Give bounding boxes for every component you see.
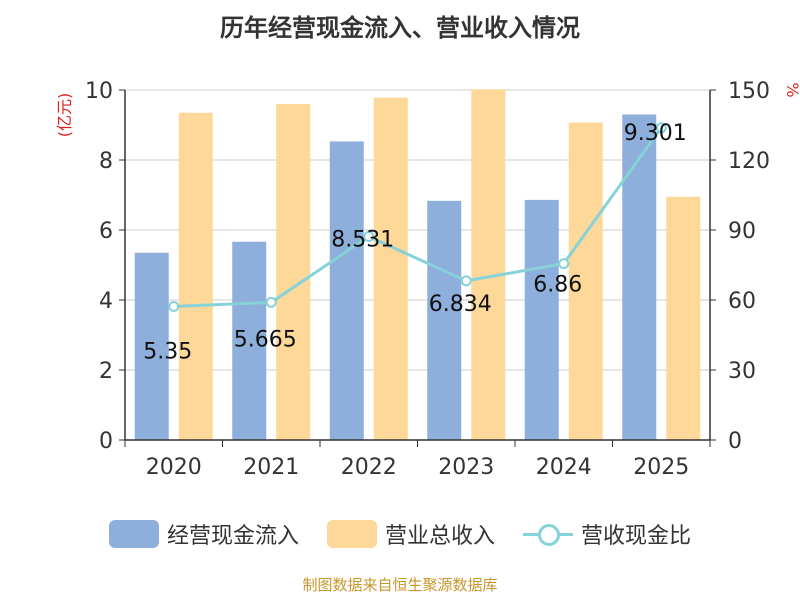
line-point-cash-ratio	[265, 296, 277, 308]
y-left-tick-label: 2	[99, 359, 113, 384]
bar-cash-inflow	[134, 252, 169, 440]
legend-item-revenue[interactable]: 营业总收入	[326, 518, 495, 550]
legend-swatch-cash-inflow	[108, 520, 159, 548]
line-point-cash-ratio	[168, 301, 180, 313]
x-tick-label: 2020	[146, 455, 202, 480]
line-point-cash-ratio	[558, 258, 570, 270]
y-left-tick-label: 10	[85, 79, 113, 104]
line-point-cash-ratio	[655, 122, 667, 134]
data-label-cash-inflow: 9.301	[624, 121, 687, 146]
x-tick-label: 2025	[633, 455, 689, 480]
y-right-axis-label: %	[783, 82, 800, 97]
line-point-cash-ratio	[460, 275, 472, 287]
bar-revenue	[568, 122, 603, 441]
data-label-cash-inflow: 5.35	[143, 340, 192, 365]
data-label-cash-inflow: 5.665	[234, 327, 297, 352]
bar-cash-inflow	[524, 199, 559, 440]
x-tick-label: 2023	[438, 455, 494, 480]
bar-revenue	[666, 196, 701, 440]
x-tick-label: 2021	[243, 455, 299, 480]
legend-label-revenue: 营业总收入	[384, 524, 495, 549]
legend-item-cash-inflow[interactable]: 经营现金流入	[108, 518, 299, 550]
y-right-tick-label: 30	[728, 359, 756, 384]
data-label-cash-inflow: 8.531	[331, 228, 394, 253]
legend-swatch-revenue	[326, 520, 377, 548]
bar-revenue	[471, 89, 506, 441]
y-right-tick-label: 0	[728, 429, 742, 454]
bar-revenue	[178, 112, 213, 440]
legend-label-cash-ratio: 营收现金比	[581, 524, 692, 549]
bar-cash-inflow	[329, 141, 364, 441]
bar-cash-inflow	[622, 114, 657, 440]
y-left-tick-label: 4	[99, 289, 113, 314]
y-right-tick-label: 90	[728, 219, 756, 244]
y-left-tick-label: 6	[99, 219, 113, 244]
x-tick-label: 2022	[341, 455, 397, 480]
data-label-cash-inflow: 6.834	[429, 292, 492, 317]
y-right-tick-label: 120	[728, 149, 770, 174]
bar-revenue	[276, 104, 311, 440]
y-right-tick-label: 150	[728, 79, 770, 104]
y-left-tick-label: 0	[99, 429, 113, 454]
legend-swatch-cash-ratio	[523, 520, 573, 548]
y-left-tick-label: 8	[99, 149, 113, 174]
source-note: 制图数据来自恒生聚源数据库	[302, 576, 498, 594]
bar-revenue	[373, 97, 408, 440]
y-left-axis-label: (亿元)	[55, 93, 74, 138]
bar-cash-inflow	[427, 200, 462, 440]
chart-title: 历年经营现金流入、营业收入情况	[220, 14, 580, 42]
y-right-tick-label: 60	[728, 289, 756, 314]
legend: 经营现金流入 营业总收入 营收现金比	[0, 516, 800, 552]
legend-label-cash-inflow: 经营现金流入	[166, 524, 299, 549]
line-point-cash-ratio	[363, 231, 375, 243]
legend-item-cash-ratio[interactable]: 营收现金比	[523, 518, 691, 550]
data-label-cash-inflow: 6.86	[533, 273, 582, 298]
line-cash-ratio	[173, 126, 663, 309]
x-tick-label: 2024	[536, 455, 592, 480]
bar-cash-inflow	[232, 241, 267, 440]
